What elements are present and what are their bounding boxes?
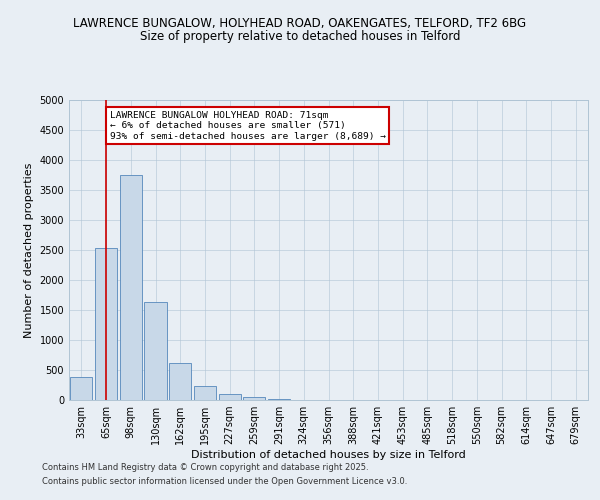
Bar <box>169 363 191 400</box>
Bar <box>194 386 216 400</box>
X-axis label: Distribution of detached houses by size in Telford: Distribution of detached houses by size … <box>191 450 466 460</box>
Bar <box>119 175 142 400</box>
Bar <box>70 377 92 400</box>
Y-axis label: Number of detached properties: Number of detached properties <box>24 162 34 338</box>
Bar <box>95 248 117 400</box>
Bar <box>268 398 290 400</box>
Bar <box>145 302 167 400</box>
Text: Contains HM Land Registry data © Crown copyright and database right 2025.: Contains HM Land Registry data © Crown c… <box>42 464 368 472</box>
Text: Size of property relative to detached houses in Telford: Size of property relative to detached ho… <box>140 30 460 43</box>
Text: Contains public sector information licensed under the Open Government Licence v3: Contains public sector information licen… <box>42 477 407 486</box>
Text: LAWRENCE BUNGALOW, HOLYHEAD ROAD, OAKENGATES, TELFORD, TF2 6BG: LAWRENCE BUNGALOW, HOLYHEAD ROAD, OAKENG… <box>73 18 527 30</box>
Bar <box>218 394 241 400</box>
Text: LAWRENCE BUNGALOW HOLYHEAD ROAD: 71sqm
← 6% of detached houses are smaller (571): LAWRENCE BUNGALOW HOLYHEAD ROAD: 71sqm ←… <box>110 111 386 140</box>
Bar <box>243 396 265 400</box>
